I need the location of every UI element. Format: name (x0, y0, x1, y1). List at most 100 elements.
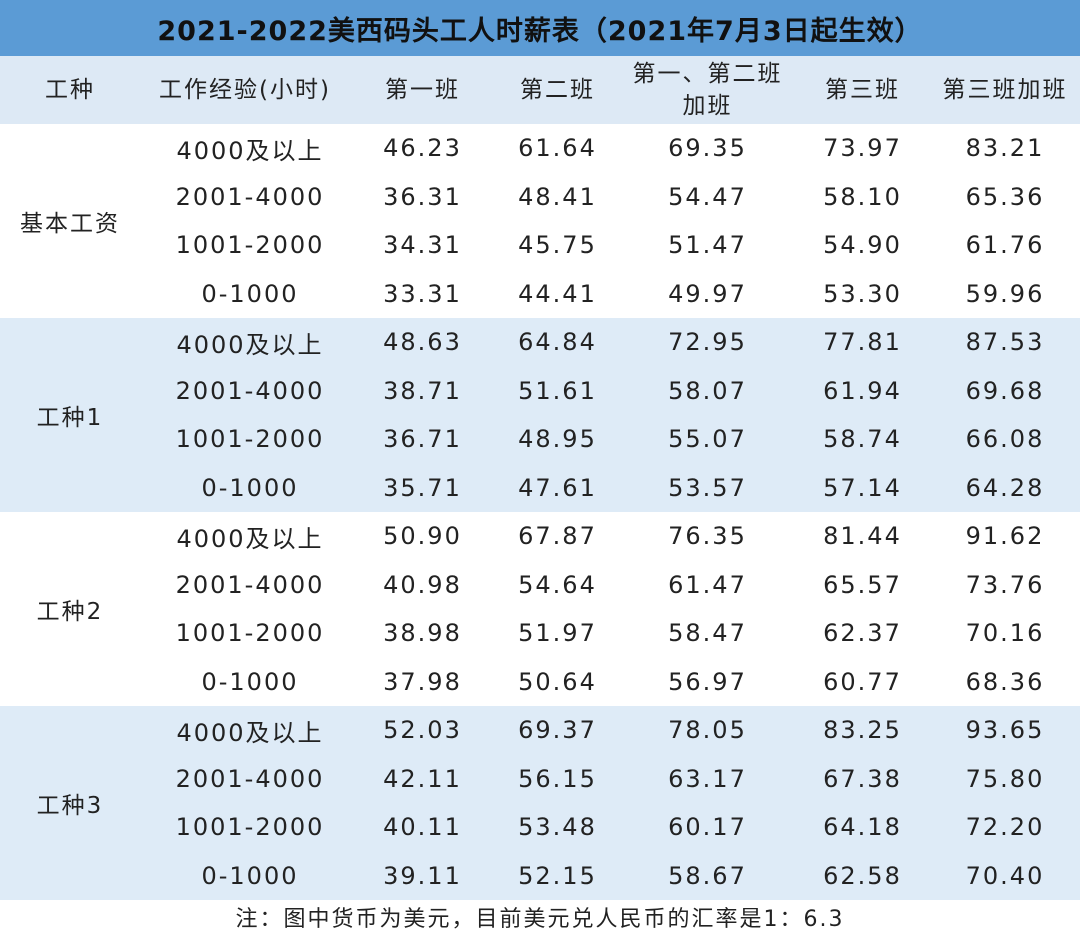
table-row: 4000及以上 48.63 64.84 72.95 77.81 87.53 (0, 318, 1080, 367)
header-line: 加班 (682, 93, 733, 119)
wage-cell: 52.03 (383, 716, 462, 745)
wage-cell: 35.71 (383, 473, 462, 502)
header-shift-2: 第二班 (520, 77, 595, 103)
table-row: 0-1000 33.31 44.41 49.97 53.30 59.96 (0, 270, 1080, 319)
wage-cell: 51.47 (668, 231, 747, 260)
wage-cell: 48.95 (518, 425, 597, 454)
table-row: 2001-4000 38.71 51.61 58.07 61.94 69.68 (0, 367, 1080, 416)
wage-cell: 46.23 (383, 134, 462, 163)
wage-cell: 83.21 (965, 134, 1045, 163)
wage-cell: 57.14 (823, 473, 902, 502)
wage-cell: 55.07 (668, 425, 747, 454)
wage-cell: 38.71 (383, 376, 462, 405)
wage-cell: 40.11 (383, 813, 462, 842)
wage-cell: 65.36 (965, 182, 1045, 211)
wage-cell: 50.90 (383, 522, 462, 551)
wage-cell: 39.11 (383, 861, 462, 890)
experience-cell: 4000及以上 (176, 136, 324, 165)
wage-cell: 78.05 (668, 716, 747, 745)
wage-cell: 60.17 (668, 813, 747, 842)
wage-cell: 61.47 (668, 570, 747, 599)
header-job-type: 工种 (45, 77, 95, 103)
experience-cell: 0-1000 (201, 279, 299, 308)
wage-cell: 58.07 (668, 376, 747, 405)
wage-cell: 36.31 (383, 182, 462, 211)
wage-cell: 58.10 (823, 182, 902, 211)
header-line: 第一、第二班 (632, 61, 783, 87)
experience-cell: 2001-4000 (175, 182, 325, 211)
experience-cell: 1001-2000 (175, 619, 325, 648)
wage-cell: 73.97 (823, 134, 902, 163)
wage-cell: 53.57 (668, 473, 747, 502)
table-row: 4000及以上 52.03 69.37 78.05 83.25 93.65 (0, 706, 1080, 755)
wage-cell: 58.67 (668, 861, 747, 890)
table-row: 0-1000 39.11 52.15 58.67 62.58 70.40 (0, 852, 1080, 901)
header-shift-3: 第三班 (825, 77, 900, 103)
footnote: 注：图中货币为美元，目前美元兑人民币的汇率是1：6.3 (0, 900, 1080, 933)
wage-cell: 65.57 (823, 570, 902, 599)
wage-cell: 54.64 (518, 570, 597, 599)
experience-cell: 1001-2000 (175, 425, 325, 454)
header-shift-3-overtime: 第三班加班 (942, 77, 1068, 103)
table-row: 2001-4000 36.31 48.41 54.47 58.10 65.36 (0, 173, 1080, 222)
wage-cell: 56.15 (518, 764, 597, 793)
wage-cell: 36.71 (383, 425, 462, 454)
wage-cell: 70.16 (965, 619, 1045, 648)
wage-cell: 54.90 (823, 231, 902, 260)
wage-cell: 63.17 (668, 764, 747, 793)
wage-cell: 53.30 (823, 279, 902, 308)
row-group: 工种3 4000及以上 52.03 69.37 78.05 83.25 93.65 2001-… (0, 706, 1080, 900)
wage-cell: 83.25 (823, 716, 902, 745)
wage-cell: 68.36 (965, 667, 1045, 696)
table-row: 2001-4000 40.98 54.64 61.47 65.57 73.76 (0, 561, 1080, 610)
header-shift-1-2-overtime: 第一、第二班 加班 (620, 56, 795, 124)
row-group: 基本工资 4000及以上 46.23 61.64 69.35 73.97 83.21 2001… (0, 124, 1080, 318)
header-experience: 工作经验(小时) (159, 77, 331, 103)
table-row: 0-1000 35.71 47.61 53.57 57.14 64.28 (0, 464, 1080, 513)
experience-cell: 4000及以上 (176, 718, 324, 747)
wage-cell: 61.76 (965, 231, 1045, 260)
experience-cell: 4000及以上 (176, 524, 324, 553)
experience-cell: 1001-2000 (175, 813, 325, 842)
experience-cell: 0-1000 (201, 667, 299, 696)
wage-cell: 54.47 (668, 182, 747, 211)
wage-cell: 66.08 (965, 425, 1045, 454)
wage-cell: 77.81 (823, 328, 902, 357)
wage-cell: 72.20 (965, 813, 1045, 842)
wage-cell: 58.47 (668, 619, 747, 648)
experience-cell: 4000及以上 (176, 330, 324, 359)
wage-cell: 70.40 (965, 861, 1045, 890)
group-label: 基本工资 (20, 211, 120, 237)
experience-cell: 2001-4000 (175, 764, 325, 793)
wage-cell: 34.31 (383, 231, 462, 260)
wage-cell: 45.75 (518, 231, 597, 260)
group-label: 工种1 (36, 405, 104, 431)
wage-cell: 87.53 (965, 328, 1045, 357)
row-group: 工种2 4000及以上 50.90 67.87 76.35 81.44 91.62 2001-… (0, 512, 1080, 706)
wage-cell: 64.84 (518, 328, 597, 357)
wage-cell: 73.76 (965, 570, 1045, 599)
wage-cell: 51.97 (518, 619, 597, 648)
wage-cell: 51.61 (518, 376, 597, 405)
wage-cell: 72.95 (668, 328, 747, 357)
wage-cell: 67.87 (518, 522, 597, 551)
wage-cell: 44.41 (518, 279, 597, 308)
experience-cell: 0-1000 (201, 473, 299, 502)
wage-cell: 69.37 (518, 716, 597, 745)
wage-cell: 40.98 (383, 570, 462, 599)
wage-cell: 38.98 (383, 619, 462, 648)
wage-cell: 93.65 (965, 716, 1045, 745)
wage-cell: 49.97 (668, 279, 747, 308)
experience-cell: 2001-4000 (175, 570, 325, 599)
table-row: 0-1000 37.98 50.64 56.97 60.77 68.36 (0, 658, 1080, 707)
table-row: 4000及以上 50.90 67.87 76.35 81.44 91.62 (0, 512, 1080, 561)
wage-cell: 62.58 (823, 861, 902, 890)
wage-cell: 81.44 (823, 522, 902, 551)
group-label: 工种3 (36, 793, 104, 819)
table-row: 1001-2000 40.11 53.48 60.17 64.18 72.20 (0, 803, 1080, 852)
wage-cell: 56.97 (668, 667, 747, 696)
wage-cell: 62.37 (823, 619, 902, 648)
wage-cell: 64.18 (823, 813, 902, 842)
header-shift-1: 第一班 (385, 77, 460, 103)
wage-cell: 60.77 (823, 667, 902, 696)
